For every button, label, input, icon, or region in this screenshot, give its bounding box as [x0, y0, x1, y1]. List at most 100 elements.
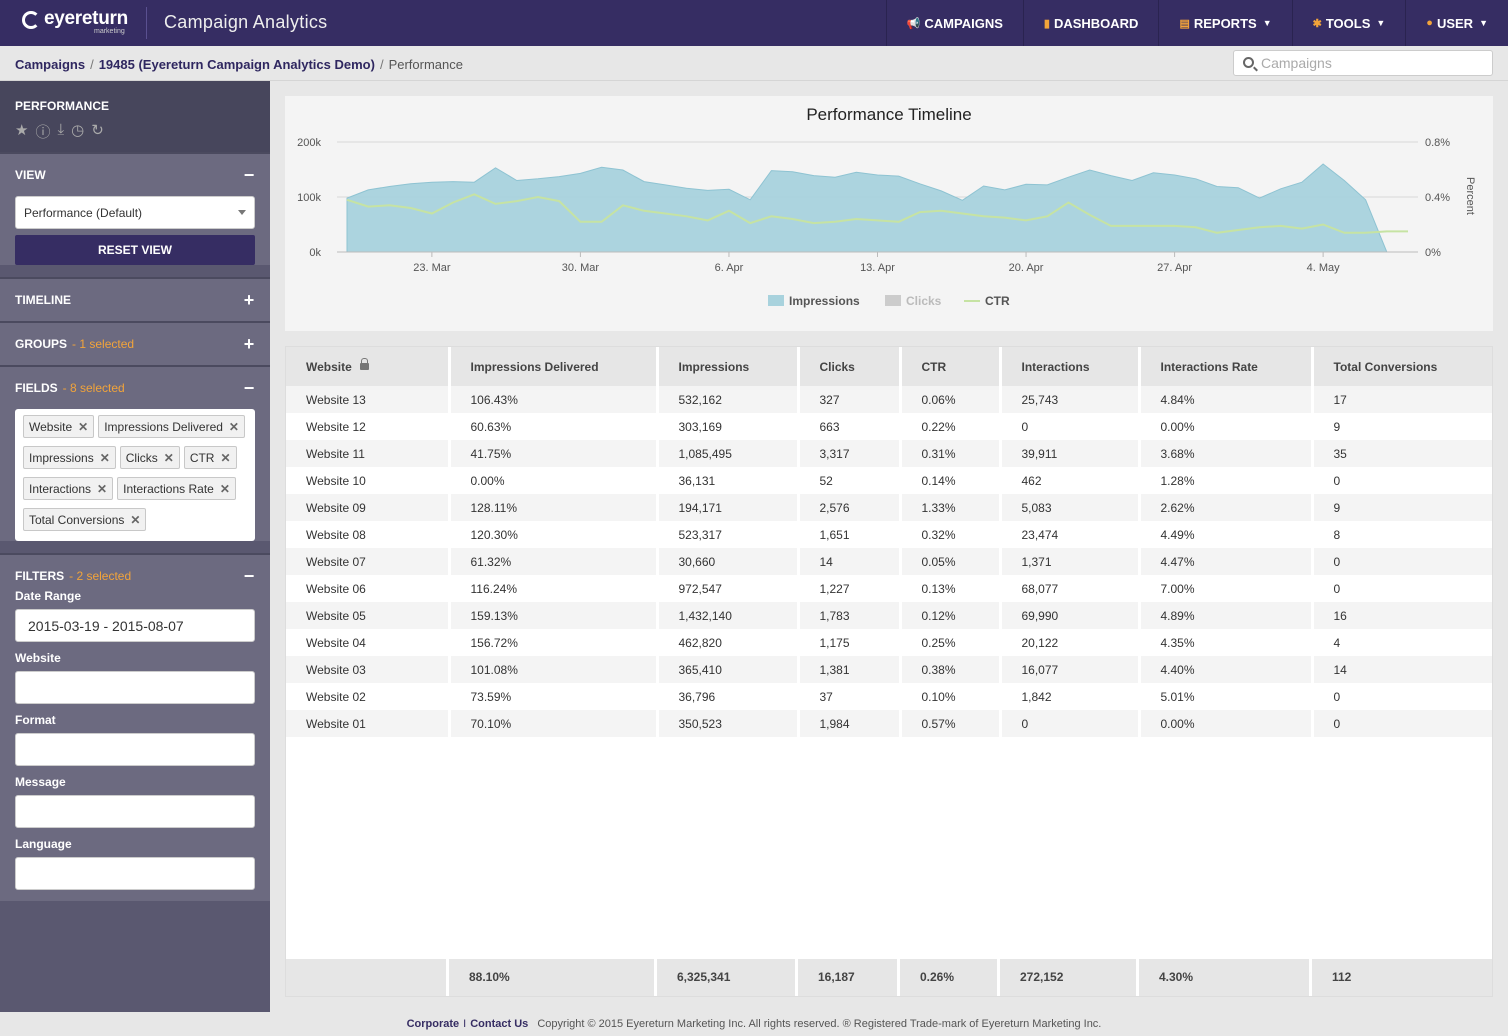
timeline-section-header[interactable]: TIMELINE + — [0, 279, 270, 321]
nav-campaigns[interactable]: 📢 CAMPAIGNS — [885, 0, 1023, 46]
table-row[interactable]: Website 10 0.00% 36,131 52 0.14% 462 1.28% 0 — [286, 467, 1492, 494]
expand-icon[interactable]: + — [243, 289, 255, 310]
table-cell: 0 — [1312, 575, 1492, 602]
table-body: Website 13 106.43% 532,162 327 0.06% 25,743 4.… — [286, 386, 1492, 737]
x-tick-label: 6. Apr — [715, 262, 744, 274]
document-icon: ▤ — [1179, 17, 1190, 30]
table-cell: 0.25% — [900, 629, 1002, 656]
table-cell: 0.31% — [900, 440, 1002, 467]
star-icon[interactable]: ★ — [15, 122, 29, 139]
table-header-row: Website Impressions Delivered Impressions C… — [286, 347, 1492, 386]
website-filter-field[interactable] — [15, 671, 255, 704]
download-icon[interactable]: ⤓ — [57, 121, 65, 138]
search-input[interactable] — [1261, 54, 1486, 72]
table-cell: 1.28% — [1139, 467, 1314, 494]
table-cell: 1,984 — [798, 710, 902, 737]
column-header-label: Website — [306, 359, 352, 374]
info-icon[interactable]: ⓘ — [35, 124, 51, 141]
table-cell: 36,131 — [657, 467, 800, 494]
table-row[interactable]: Website 05 159.13% 1,432,140 1,783 0.12% 69,9… — [286, 602, 1492, 629]
footer: Corporate I Contact Us Copyright © 2015 Ey… — [0, 1012, 1508, 1036]
table-row[interactable]: Website 12 60.63% 303,169 663 0.22% 0 0.00% 9 — [286, 413, 1492, 440]
table-row[interactable]: Website 08 120.30% 523,317 1,651 0.32% 23,474… — [286, 521, 1492, 548]
table-cell: 3,317 — [798, 440, 902, 467]
remove-tag-icon[interactable]: ✕ — [220, 450, 231, 465]
expand-icon[interactable]: + — [243, 333, 255, 354]
table-row[interactable]: Website 01 70.10% 350,523 1,984 0.57% 0 0.00% 0 — [286, 710, 1492, 737]
column-header[interactable]: Interactions Rate — [1139, 347, 1314, 386]
table-cell: 60.63% — [449, 413, 659, 440]
reset-view-button[interactable]: RESET VIEW — [15, 235, 255, 265]
corporate-link[interactable]: Corporate — [406, 1018, 460, 1030]
chevron-down-icon: ▼ — [1262, 18, 1272, 28]
remove-tag-icon[interactable]: ✕ — [99, 450, 110, 465]
column-header[interactable]: Website — [286, 347, 451, 386]
performance-table-panel: Website Impressions Delivered Impressions C… — [285, 346, 1493, 997]
field-tag: Impressions ✕ — [23, 446, 116, 469]
language-filter-field[interactable] — [15, 857, 255, 890]
table-row[interactable]: Website 13 106.43% 532,162 327 0.06% 25,743 4.… — [286, 386, 1492, 413]
refresh-icon[interactable]: ↻ — [91, 122, 104, 139]
nav-label: USER — [1436, 15, 1474, 31]
lock-icon[interactable] — [359, 357, 369, 370]
table-row[interactable]: Website 02 73.59% 36,796 37 0.10% 1,842 5.01% 0 — [286, 683, 1492, 710]
date-range-field[interactable]: 2015-03-19 - 2015-08-07 — [15, 609, 255, 642]
message-filter-field[interactable] — [15, 795, 255, 828]
table-cell: 70.10% — [449, 710, 659, 737]
collapse-icon[interactable]: − — [243, 164, 255, 185]
table-cell: 303,169 — [657, 413, 800, 440]
nav-label: REPORTS — [1193, 15, 1257, 31]
table-cell: 0 — [1312, 683, 1492, 710]
nav-user[interactable]: ● USER ▼ — [1405, 0, 1508, 46]
groups-section-header[interactable]: GROUPS - 1 selected + — [0, 323, 270, 365]
format-filter-field[interactable] — [15, 733, 255, 766]
table-row[interactable]: Website 09 128.11% 194,171 2,576 1.33% 5,083 2… — [286, 494, 1492, 521]
column-header[interactable]: Impressions — [657, 347, 800, 386]
remove-tag-icon[interactable]: ✕ — [228, 419, 239, 434]
nav-dashboard[interactable]: ▮ DASHBOARD — [1022, 0, 1159, 46]
remove-tag-icon[interactable]: ✕ — [219, 481, 230, 496]
table-cell: 52 — [798, 467, 902, 494]
nav-reports[interactable]: ▤ REPORTS ▼ — [1158, 0, 1291, 46]
nav-tools[interactable]: ✱ TOOLS ▼ — [1291, 0, 1406, 46]
filters-count: - 2 selected — [69, 569, 132, 583]
fields-tag-input[interactable]: Website ✕ Impressions Delivered ✕ Impression… — [15, 409, 255, 541]
column-header[interactable]: Clicks — [798, 347, 902, 386]
filters-section-title: FILTERS — [15, 569, 65, 583]
table-row[interactable]: Website 11 41.75% 1,085,495 3,317 0.31% 39,91… — [286, 440, 1492, 467]
collapse-icon[interactable]: − — [243, 565, 255, 586]
brand-logo[interactable]: eyereturn marketing — [22, 8, 132, 38]
table-row[interactable]: Website 03 101.08% 365,410 1,381 0.38% 16,077… — [286, 656, 1492, 683]
total-cell: 112 — [1332, 970, 1352, 984]
x-tick-label: 20. Apr — [1009, 262, 1044, 274]
column-header[interactable]: Total Conversions — [1312, 347, 1492, 386]
table-cell: 9 — [1312, 413, 1492, 440]
table-cell: 2.62% — [1139, 494, 1314, 521]
column-header[interactable]: Impressions Delivered — [449, 347, 659, 386]
table-row[interactable]: Website 07 61.32% 30,660 14 0.05% 1,371 4.47% 0 — [286, 548, 1492, 575]
remove-tag-icon[interactable]: ✕ — [97, 481, 108, 496]
fields-section-header[interactable]: FIELDS - 8 selected − — [0, 367, 270, 409]
column-header[interactable]: Interactions — [1000, 347, 1141, 386]
breadcrumb-campaigns[interactable]: Campaigns — [15, 57, 86, 72]
collapse-icon[interactable]: − — [243, 377, 255, 398]
campaign-search[interactable] — [1233, 50, 1493, 76]
table-cell: 14 — [798, 548, 902, 575]
view-section-header[interactable]: VIEW − — [0, 154, 270, 196]
table-row[interactable]: Website 06 116.24% 972,547 1,227 0.13% 68,077… — [286, 575, 1492, 602]
remove-tag-icon[interactable]: ✕ — [130, 512, 141, 527]
view-select[interactable]: Performance (Default) — [15, 196, 255, 229]
filters-section-header[interactable]: FILTERS - 2 selected − — [0, 555, 270, 597]
table-cell: 194,171 — [657, 494, 800, 521]
fields-count: - 8 selected — [62, 381, 125, 395]
breadcrumb-campaign[interactable]: 19485 (Eyereturn Campaign Analytics Demo… — [98, 57, 375, 72]
x-tick-label: 27. Apr — [1157, 262, 1192, 274]
remove-tag-icon[interactable]: ✕ — [78, 419, 89, 434]
remove-tag-icon[interactable]: ✕ — [163, 450, 174, 465]
table-row[interactable]: Website 04 156.72% 462,820 1,175 0.25% 20,122… — [286, 629, 1492, 656]
table-cell: 39,911 — [1000, 440, 1141, 467]
contact-us-link[interactable]: Contact Us — [470, 1018, 529, 1030]
table-cell: 0 — [1312, 548, 1492, 575]
column-header[interactable]: CTR — [900, 347, 1002, 386]
clock-icon[interactable]: ◷ — [71, 122, 85, 139]
